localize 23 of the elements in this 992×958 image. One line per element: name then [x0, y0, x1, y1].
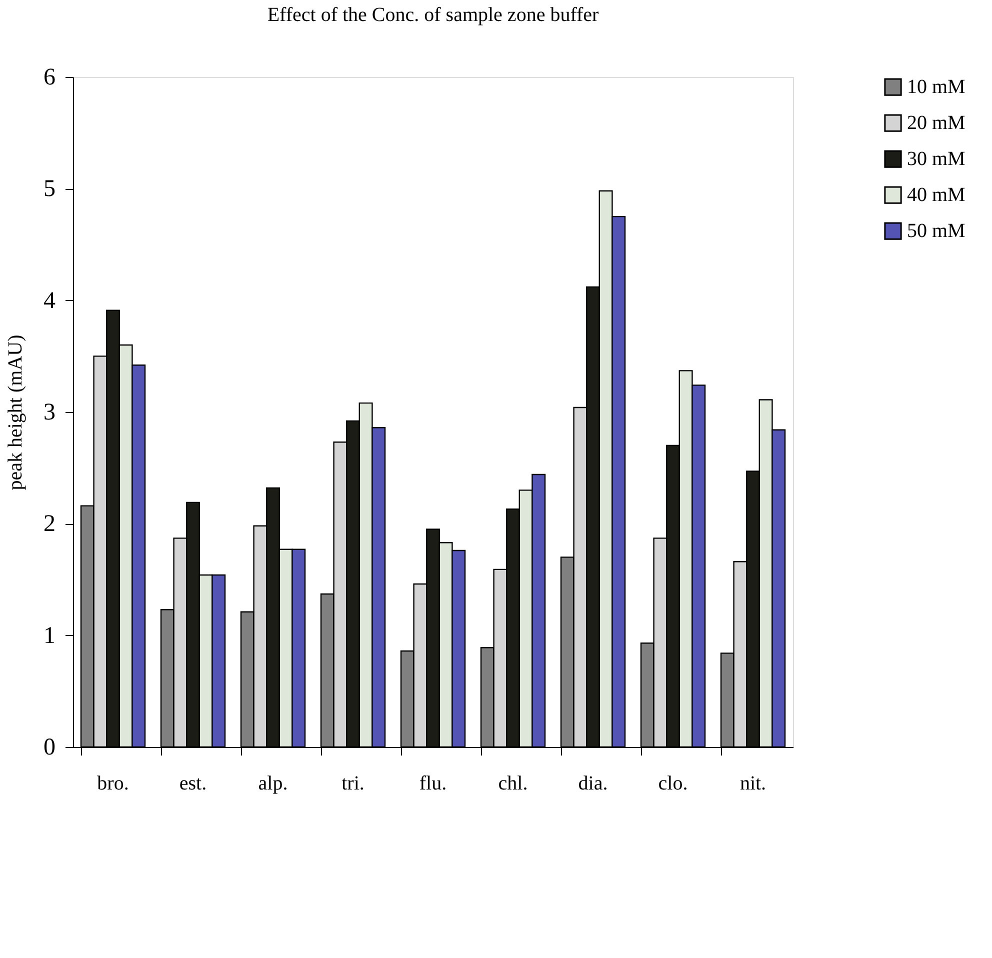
- y-tick-label: 5: [44, 176, 56, 202]
- x-tick-label: dia.: [578, 772, 608, 794]
- x-tick-label: tri.: [342, 772, 364, 794]
- y-tick-label: 0: [44, 734, 56, 760]
- legend-label: 40 mM: [907, 184, 966, 206]
- x-tick-label: bro.: [97, 772, 129, 794]
- x-tick-label: flu.: [419, 772, 447, 794]
- y-axis-title: peak height (mAU): [4, 334, 26, 490]
- y-tick-label: 2: [44, 511, 56, 538]
- x-tick-label: chl.: [498, 772, 528, 794]
- chart-title: Effect of the Conc. of sample zone buffer: [267, 4, 600, 26]
- x-tick-label: clo.: [658, 772, 688, 794]
- legend-label: 50 mM: [907, 220, 966, 242]
- y-tick-label: 3: [44, 400, 56, 426]
- legend-label: 20 mM: [907, 112, 966, 134]
- x-tick-label: est.: [179, 772, 207, 794]
- x-tick-label: alp.: [258, 772, 288, 794]
- x-tick-label: nit.: [740, 772, 766, 794]
- y-tick-label: 1: [44, 622, 56, 649]
- y-tick-label: 4: [44, 288, 56, 314]
- legend-label: 10 mM: [907, 76, 966, 98]
- legend-label: 30 mM: [907, 148, 966, 170]
- y-tick-label: 6: [44, 64, 56, 90]
